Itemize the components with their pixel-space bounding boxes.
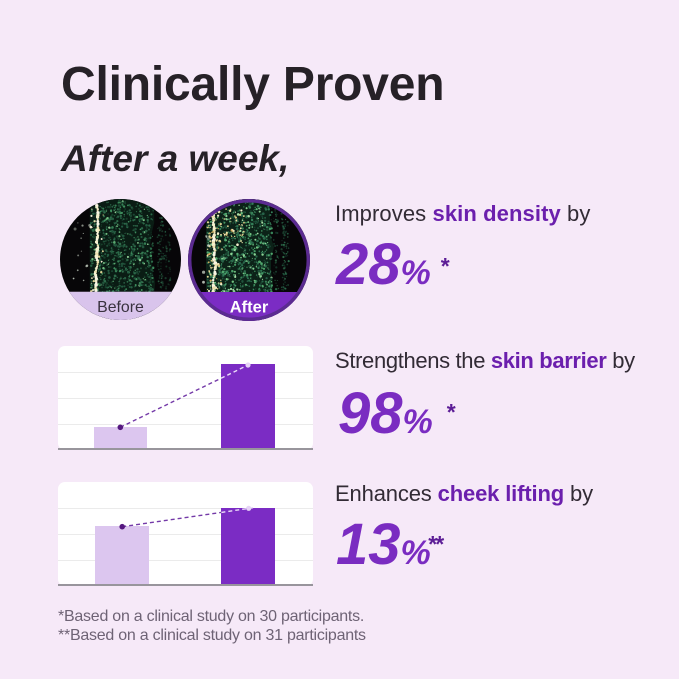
svg-text:Before: Before: [97, 299, 144, 316]
svg-text:After: After: [230, 299, 269, 317]
